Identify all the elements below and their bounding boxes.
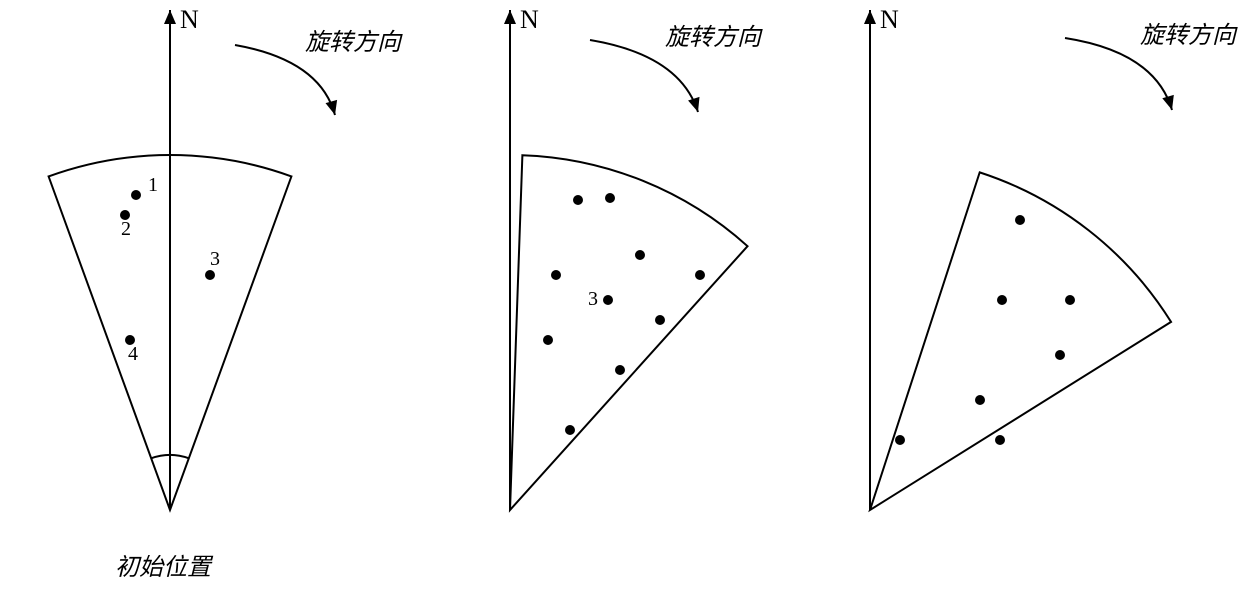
data-point (995, 435, 1005, 445)
north-label: N (180, 5, 199, 34)
data-point (551, 270, 561, 280)
point-label: 3 (210, 248, 220, 270)
data-point (565, 425, 575, 435)
panel-caption: 初始位置 (115, 554, 214, 581)
point-label: 4 (128, 343, 138, 365)
north-label: N (880, 5, 899, 34)
data-point (997, 295, 1007, 305)
data-point (695, 270, 705, 280)
rotation-label: 旋转方向 (305, 29, 403, 56)
data-point (1055, 350, 1065, 360)
data-point (1015, 215, 1025, 225)
panel-left: N 旋转方向 12 3 4 初始位置 (49, 5, 403, 581)
data-point (895, 435, 905, 445)
north-axis (864, 10, 876, 510)
data-point (603, 295, 613, 305)
point-label: 2 (121, 218, 131, 240)
data-point (605, 193, 615, 203)
north-axis (504, 10, 516, 510)
panel-middle: N 旋转方向 3 (504, 5, 763, 510)
diagram-canvas: N 旋转方向 12 3 4 初始位置 N 旋转方向 3 N 旋转方向 (0, 0, 1240, 602)
data-point (615, 365, 625, 375)
north-axis (164, 10, 176, 510)
data-point (635, 250, 645, 260)
data-point (655, 315, 665, 325)
sector-wedge (510, 155, 748, 510)
point-label: 3 (588, 288, 598, 310)
data-point (131, 190, 141, 200)
rotation-label: 旋转方向 (665, 24, 763, 51)
data-point (1065, 295, 1075, 305)
panel-right: N 旋转方向 (864, 5, 1238, 510)
data-point (573, 195, 583, 205)
data-point (975, 395, 985, 405)
data-point (205, 270, 215, 280)
data-point (543, 335, 553, 345)
rotation-label: 旋转方向 (1140, 22, 1238, 49)
point-label: 1 (148, 174, 158, 196)
north-label: N (520, 5, 539, 34)
